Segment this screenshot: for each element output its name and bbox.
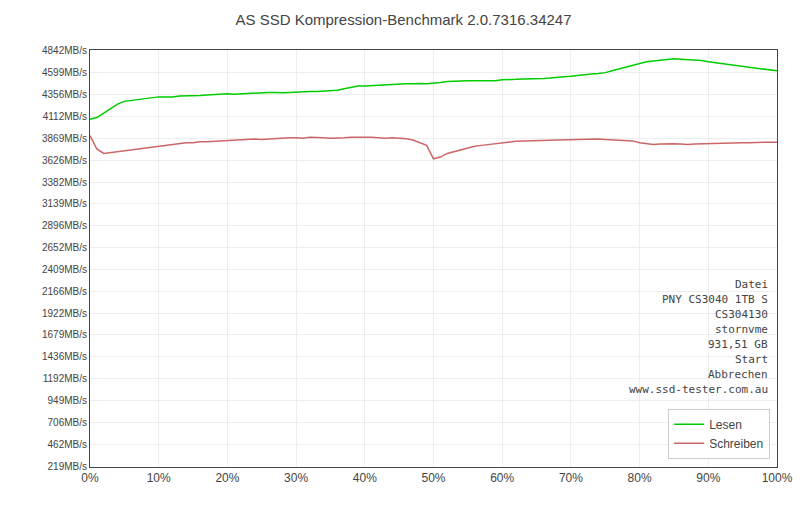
svg-text:70%: 70% bbox=[559, 471, 583, 485]
svg-text:1192MB/s: 1192MB/s bbox=[43, 373, 87, 384]
svg-text:PNY CS3040 1TB S: PNY CS3040 1TB S bbox=[662, 293, 768, 306]
svg-text:Start: Start bbox=[735, 353, 768, 366]
svg-text:stornvme: stornvme bbox=[715, 323, 768, 336]
svg-text:3626MB/s: 3626MB/s bbox=[42, 155, 87, 166]
svg-text:1679MB/s: 1679MB/s bbox=[42, 329, 87, 340]
svg-text:2409MB/s: 2409MB/s bbox=[42, 264, 87, 275]
svg-text:1922MB/s: 1922MB/s bbox=[42, 308, 87, 319]
svg-text:4599MB/s: 4599MB/s bbox=[42, 67, 87, 78]
svg-text:3382MB/s: 3382MB/s bbox=[42, 177, 87, 188]
svg-text:AS SSD Kompression-Benchmark 2: AS SSD Kompression-Benchmark 2.0.7316.34… bbox=[235, 11, 571, 28]
svg-text:90%: 90% bbox=[696, 471, 720, 485]
svg-text:931,51 GB: 931,51 GB bbox=[708, 338, 768, 351]
svg-text:www.ssd-tester.com.au: www.ssd-tester.com.au bbox=[629, 383, 768, 396]
svg-text:40%: 40% bbox=[353, 471, 377, 485]
svg-text:949MB/s: 949MB/s bbox=[48, 395, 87, 406]
svg-text:2166MB/s: 2166MB/s bbox=[42, 286, 87, 297]
svg-text:1436MB/s: 1436MB/s bbox=[42, 351, 87, 362]
svg-text:4112MB/s: 4112MB/s bbox=[43, 111, 87, 122]
svg-text:706MB/s: 706MB/s bbox=[48, 417, 87, 428]
svg-text:Schreiben: Schreiben bbox=[709, 437, 763, 451]
svg-text:CS304130: CS304130 bbox=[715, 308, 768, 321]
svg-text:60%: 60% bbox=[490, 471, 514, 485]
svg-text:100%: 100% bbox=[762, 471, 793, 485]
svg-text:30%: 30% bbox=[284, 471, 308, 485]
svg-text:2896MB/s: 2896MB/s bbox=[42, 220, 87, 231]
svg-text:Lesen: Lesen bbox=[709, 418, 742, 432]
svg-text:3869MB/s: 3869MB/s bbox=[42, 133, 87, 144]
svg-text:50%: 50% bbox=[421, 471, 445, 485]
svg-text:2652MB/s: 2652MB/s bbox=[42, 242, 87, 253]
svg-text:0%: 0% bbox=[81, 471, 99, 485]
svg-text:20%: 20% bbox=[215, 471, 239, 485]
svg-text:3139MB/s: 3139MB/s bbox=[42, 198, 87, 209]
svg-text:219MB/s: 219MB/s bbox=[48, 461, 87, 472]
svg-text:4356MB/s: 4356MB/s bbox=[42, 89, 87, 100]
svg-text:Abbrechen: Abbrechen bbox=[708, 368, 768, 381]
svg-text:Datei: Datei bbox=[735, 278, 768, 291]
svg-text:462MB/s: 462MB/s bbox=[48, 439, 87, 450]
svg-text:80%: 80% bbox=[628, 471, 652, 485]
svg-text:10%: 10% bbox=[147, 471, 171, 485]
svg-text:4842MB/s: 4842MB/s bbox=[42, 45, 87, 56]
